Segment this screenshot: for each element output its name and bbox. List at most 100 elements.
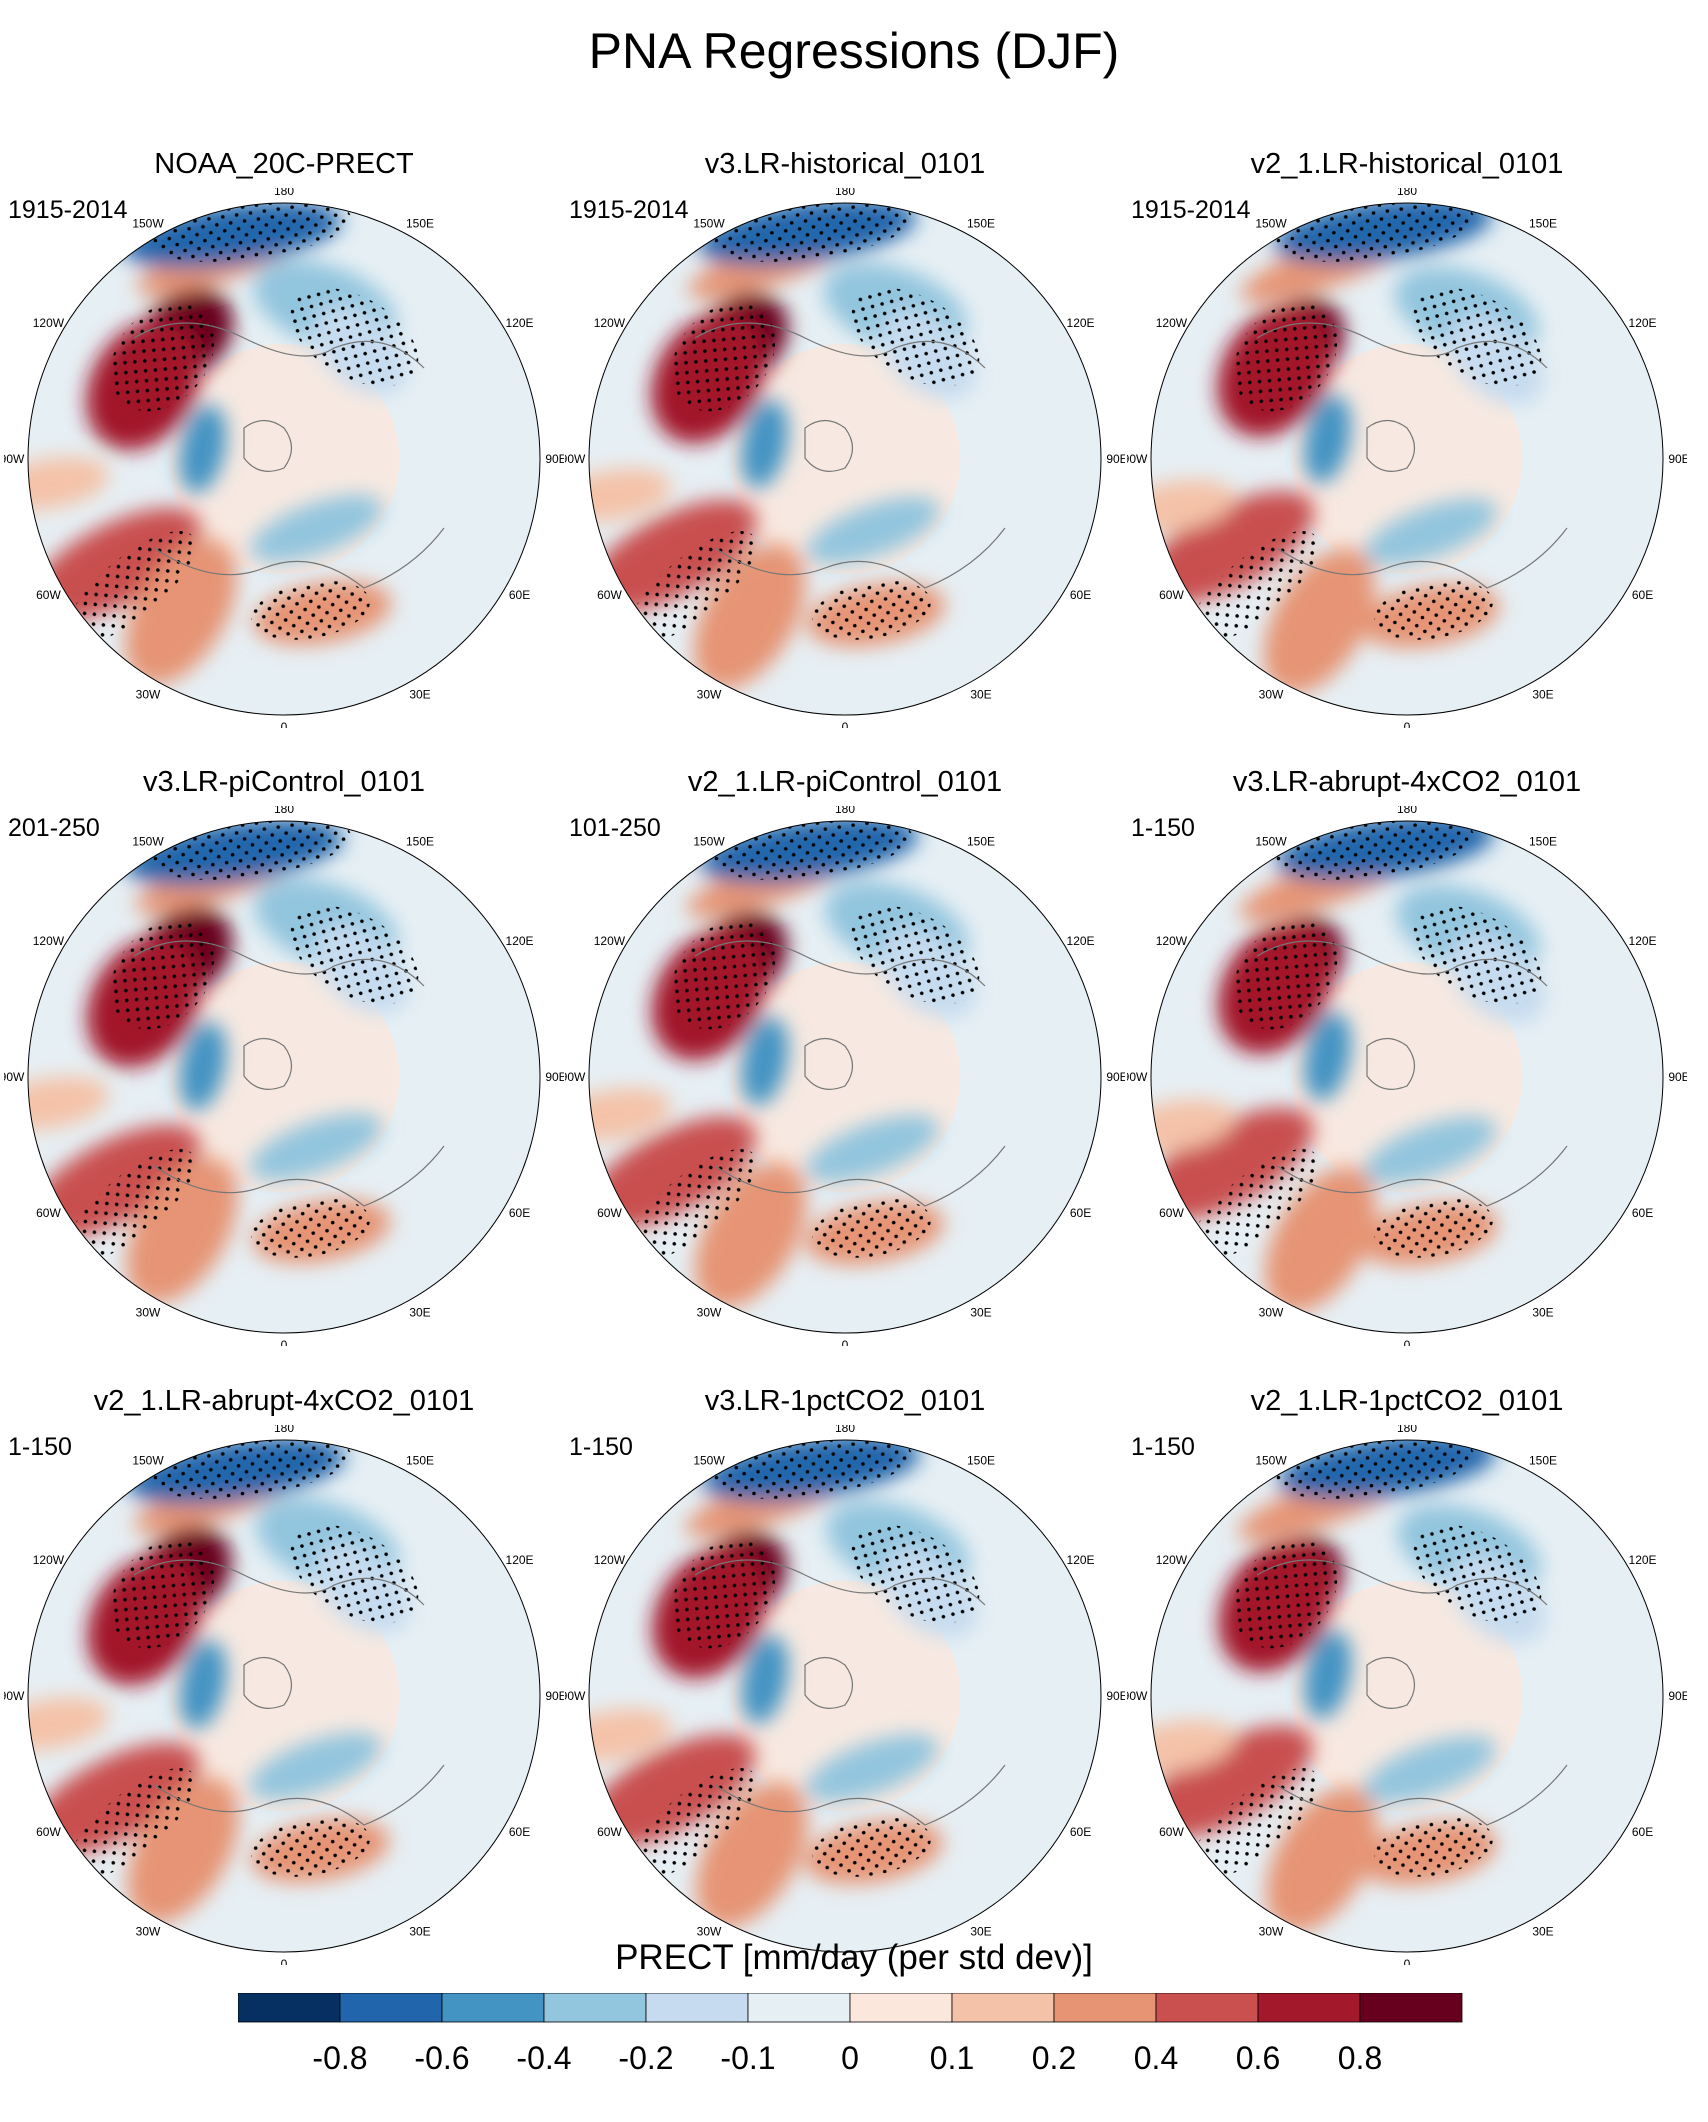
positive-anomaly xyxy=(589,499,757,614)
map-border xyxy=(588,1439,1102,1953)
negative-anomaly xyxy=(1304,1630,1352,1720)
colorbar-tick: 0 xyxy=(841,2040,859,2076)
colorbar-tick: 0.4 xyxy=(1134,2040,1178,2076)
map-panel: v3.LR-abrupt-4xCO2_0101 1-150 180 150E 120E 9… xyxy=(1127,766,1687,1346)
colorbar-swatch xyxy=(441,1993,545,2023)
longitude-label: 150W xyxy=(693,216,725,230)
coastline xyxy=(133,1559,425,1606)
significance-stipple xyxy=(66,1149,196,1262)
polar-map: 180 150E 120E 90E 60E 30E 0 30W 60W 90W 120W 150W xyxy=(4,806,564,1346)
longitude-label: 120W xyxy=(33,316,65,330)
colorbar-swatch xyxy=(543,1993,647,2023)
map-panel: v2_1.LR-1pctCO2_0101 1-150 180 150E 120E 90E 6… xyxy=(1127,1385,1687,1965)
longitude-label: 120E xyxy=(506,934,534,948)
significance-stipple xyxy=(1413,287,1542,387)
positive-anomaly xyxy=(589,468,672,522)
negative-anomaly xyxy=(806,1115,939,1183)
panel-title: v3.LR-1pctCO2_0101 xyxy=(704,1385,986,1417)
negative-anomaly xyxy=(1364,498,1498,566)
longitude-label: 150W xyxy=(1255,834,1287,848)
longitude-label: 90E xyxy=(1668,452,1687,466)
longitude-label: 0 xyxy=(281,720,288,728)
panel-title: v2_1.LR-abrupt-4xCO2_0101 xyxy=(93,1385,475,1417)
significance-stipple xyxy=(851,1524,980,1624)
map-border xyxy=(588,820,1102,1334)
coastline xyxy=(694,940,986,987)
map-panel: v3.LR-piControl_0101 201-250 180 150E 120E 90… xyxy=(4,766,564,1346)
longitude-label: 60E xyxy=(1632,1206,1653,1220)
longitude-label: 0 xyxy=(842,720,849,728)
colorbar-tick: -0.8 xyxy=(312,2040,367,2076)
colorbar-label: PRECT [mm/day (per std dev)] xyxy=(615,1938,1093,1977)
panel-period: 1-150 xyxy=(1131,1433,1195,1461)
negative-anomaly xyxy=(806,496,940,564)
longitude-label: 150W xyxy=(1255,216,1287,230)
longitude-label: 30E xyxy=(409,688,430,702)
longitude-label: 30W xyxy=(136,1925,161,1939)
colorbar-swatch xyxy=(238,1993,341,2023)
coastline xyxy=(243,419,293,472)
longitude-label: 150E xyxy=(1529,1453,1557,1467)
longitude-label: 30E xyxy=(409,1925,430,1939)
longitude-label: 150W xyxy=(132,834,164,848)
longitude-label: 90W xyxy=(4,1070,25,1084)
coastline xyxy=(714,527,1006,589)
negative-anomaly xyxy=(179,1640,227,1729)
longitude-label: 180 xyxy=(835,1425,855,1435)
negative-anomaly xyxy=(249,1113,383,1181)
longitude-label: 120W xyxy=(1156,1553,1188,1567)
colorbar-tick: -0.4 xyxy=(516,2040,571,2076)
longitude-label: 120E xyxy=(1629,316,1657,330)
longitude-label: 0 xyxy=(281,1957,288,1965)
longitude-label: 90W xyxy=(1127,1070,1148,1084)
longitude-label: 30W xyxy=(136,1306,161,1320)
longitude-label: 90W xyxy=(565,452,586,466)
longitude-label: 60W xyxy=(597,1206,622,1220)
longitude-label: 60W xyxy=(36,1206,61,1220)
longitude-label: 120E xyxy=(506,1553,534,1567)
significance-stipple xyxy=(627,1149,757,1262)
longitude-label: 120E xyxy=(1629,1553,1657,1567)
longitude-label: 90E xyxy=(1106,1689,1125,1703)
coastline xyxy=(153,1764,445,1826)
polar-map: 180 150E 120E 90E 60E 30E 0 30W 60W 90W 120W 150W xyxy=(1127,806,1687,1346)
longitude-label: 120W xyxy=(594,934,626,948)
significance-stipple xyxy=(1374,1198,1493,1258)
longitude-label: 90E xyxy=(545,1689,564,1703)
map-panel: v2_1.LR-piControl_0101 101-250 180 150E 120E… xyxy=(565,766,1125,1346)
longitude-label: 150E xyxy=(406,1453,434,1467)
longitude-label: 30E xyxy=(1532,688,1553,702)
map-border xyxy=(588,202,1102,716)
longitude-label: 60W xyxy=(1159,588,1184,602)
longitude-label: 180 xyxy=(274,806,294,816)
longitude-label: 90W xyxy=(565,1689,586,1703)
map-border xyxy=(27,1439,541,1953)
coastline xyxy=(243,1037,293,1090)
longitude-label: 60E xyxy=(1070,1825,1091,1839)
colorbar-tick: -0.2 xyxy=(618,2040,673,2076)
panel-period: 1915-2014 xyxy=(8,196,128,224)
positive-anomaly xyxy=(1151,1099,1236,1153)
significance-stipple xyxy=(1189,1149,1319,1262)
colorbar-swatch xyxy=(1053,1993,1157,2023)
significance-stipple xyxy=(851,287,980,387)
positive-anomaly xyxy=(589,1708,673,1763)
significance-stipple xyxy=(671,920,776,1030)
significance-stipple xyxy=(1413,1524,1542,1624)
longitude-label: 90W xyxy=(4,1689,25,1703)
longitude-label: 60W xyxy=(36,1825,61,1839)
significance-stipple xyxy=(1374,580,1493,640)
longitude-label: 60E xyxy=(1070,1206,1091,1220)
longitude-label: 120W xyxy=(1156,934,1188,948)
significance-stipple xyxy=(290,1524,419,1624)
coastline xyxy=(694,1559,986,1606)
map-panel: v3.LR-1pctCO2_0101 1-150 180 150E 120E 90E 60E… xyxy=(565,1385,1125,1965)
negative-anomaly xyxy=(179,1022,227,1111)
colorbar-tick: -0.1 xyxy=(720,2040,775,2076)
longitude-label: 30E xyxy=(1532,1925,1553,1939)
longitude-label: 180 xyxy=(1397,1425,1417,1435)
positive-anomaly xyxy=(28,456,110,511)
map-border xyxy=(27,202,541,716)
colorbar: -0.8 -0.6 -0.4 -0.2 -0.1 0 0.1 0.2 0.4 0.6 0.8 xyxy=(238,1993,1463,2076)
coastline xyxy=(133,940,425,987)
